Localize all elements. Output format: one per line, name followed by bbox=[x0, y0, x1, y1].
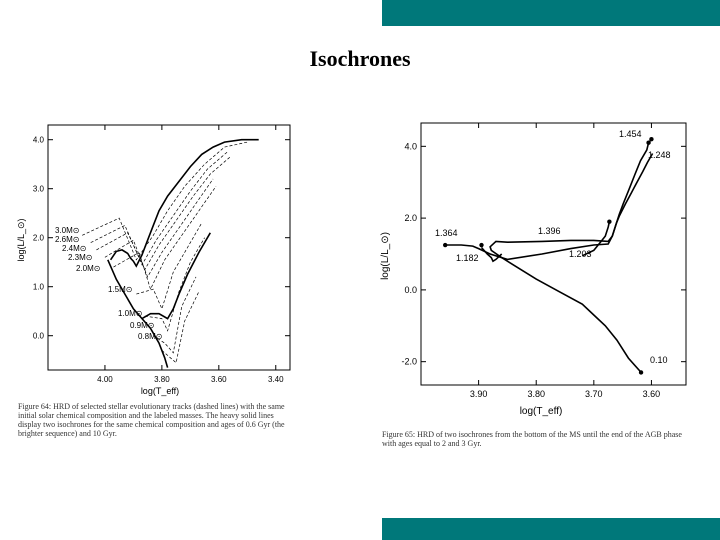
bottom-accent-bar bbox=[382, 518, 720, 540]
x-tick-label: 3.80 bbox=[154, 375, 170, 384]
right-figure-caption: Figure 65: HRD of two isochrones from th… bbox=[382, 430, 682, 448]
track-label: 2.4M⊙ bbox=[62, 244, 87, 253]
track-label: 1.454 bbox=[619, 129, 642, 139]
y-axis-label: log(L/L_⊙) bbox=[380, 232, 391, 280]
track-label: 3.0M⊙ bbox=[55, 226, 80, 235]
track-label: 1.396 bbox=[538, 226, 561, 236]
isochrone-line bbox=[141, 232, 211, 320]
isochrone-line bbox=[581, 221, 611, 257]
track-label: 1.0M⊙ bbox=[118, 309, 143, 318]
x-tick-label: 4.00 bbox=[97, 375, 113, 384]
y-tick-label: 0.0 bbox=[404, 285, 417, 295]
track-label: 2.0M⊙ bbox=[76, 264, 101, 273]
isochrone-endpoint bbox=[607, 219, 612, 224]
track-label: 0.10 bbox=[650, 355, 668, 365]
evolutionary-track bbox=[161, 291, 200, 364]
isochrone-endpoint bbox=[649, 136, 654, 142]
evolutionary-track bbox=[136, 222, 203, 310]
y-tick-label: 4.0 bbox=[33, 136, 45, 145]
track-label: 2.3M⊙ bbox=[68, 253, 93, 262]
isochrone-line bbox=[480, 246, 503, 263]
y-tick-label: 2.0 bbox=[404, 213, 417, 223]
plot-frame bbox=[420, 122, 687, 386]
isochrone-endpoint bbox=[479, 242, 484, 248]
track-label: 1.203 bbox=[569, 249, 592, 259]
evolutionary-track bbox=[104, 178, 214, 278]
x-axis-label: log(T_eff) bbox=[520, 406, 563, 417]
x-axis-label: log(T_eff) bbox=[141, 386, 179, 396]
x-tick-label: 3.90 bbox=[470, 389, 488, 399]
track-label: 1.248 bbox=[648, 150, 671, 160]
track-label: 0.9M⊙ bbox=[130, 321, 155, 330]
plot-frame bbox=[47, 124, 291, 371]
x-tick-label: 3.40 bbox=[268, 375, 284, 384]
evolutionary-track bbox=[90, 151, 228, 266]
isochrone-endpoint bbox=[638, 370, 644, 375]
isochrone-line bbox=[109, 138, 259, 268]
track-label: 1.5M⊙ bbox=[108, 285, 133, 294]
right-hr-diagram: 3.90 3.80 3.70 3.60 -2.0 0.0 2.0 4.0 log(T_eff) l… bbox=[380, 122, 687, 417]
evolutionary-track bbox=[144, 237, 205, 332]
slide-title: Isochrones bbox=[309, 46, 411, 71]
y-axis-label: log(L/L_⊙) bbox=[16, 218, 26, 261]
evolutionary-track bbox=[153, 276, 197, 354]
y-tick-label: 0.0 bbox=[33, 332, 45, 341]
track-label: 1.182 bbox=[456, 253, 479, 263]
y-tick-label: 2.0 bbox=[33, 234, 45, 243]
track-label: 0.8M⊙ bbox=[138, 332, 163, 341]
x-tick-label: 3.80 bbox=[527, 389, 545, 399]
isochrone-endpoint bbox=[442, 242, 448, 248]
evolutionary-track bbox=[82, 141, 248, 261]
track-label: 1.364 bbox=[435, 228, 458, 238]
y-tick-label: 4.0 bbox=[404, 141, 417, 151]
isochrone-endpoint bbox=[646, 140, 651, 145]
left-figure-caption: Figure 64: HRD of selected stellar evolu… bbox=[18, 402, 285, 438]
top-accent-bar bbox=[382, 0, 720, 26]
x-tick-label: 3.60 bbox=[643, 389, 661, 399]
track-label: 2.6M⊙ bbox=[55, 235, 80, 244]
y-tick-label: 3.0 bbox=[33, 185, 45, 194]
isochrone-line bbox=[445, 153, 654, 261]
evolutionary-track bbox=[96, 156, 231, 271]
left-hr-diagram: 4.00 3.80 3.60 3.40 0.0 1.0 2.0 3.0 4.0 log(T_eff… bbox=[16, 124, 291, 396]
x-tick-label: 3.70 bbox=[585, 389, 603, 399]
x-tick-label: 3.60 bbox=[211, 375, 227, 384]
y-tick-label: -2.0 bbox=[401, 357, 417, 367]
evolutionary-track bbox=[113, 186, 217, 291]
y-tick-label: 1.0 bbox=[33, 283, 45, 292]
isochrone-line bbox=[489, 138, 653, 373]
